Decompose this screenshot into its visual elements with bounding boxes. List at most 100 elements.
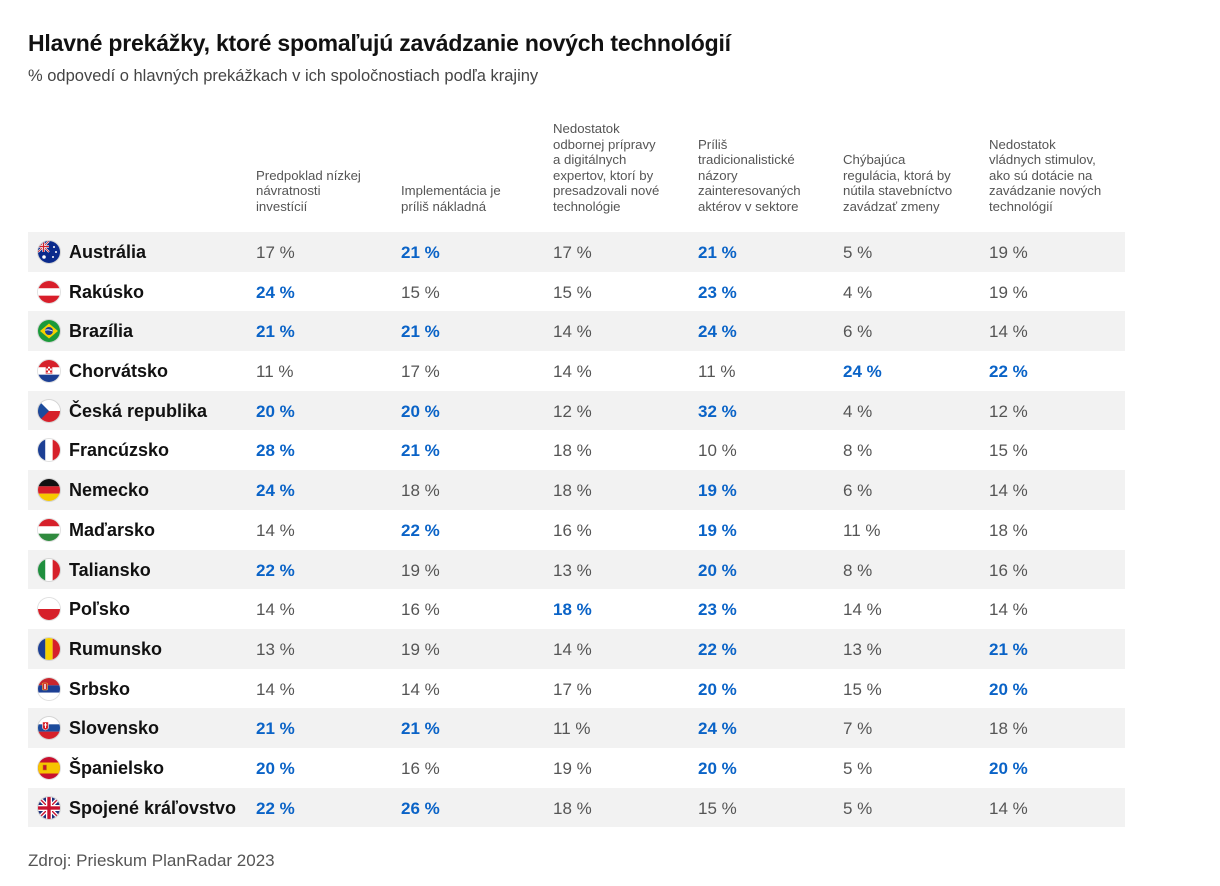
value-cell: 21 % (256, 719, 295, 739)
value-cell: 11 % (843, 520, 881, 540)
country-name: Taliansko (69, 559, 151, 580)
value-cell: 24 % (698, 322, 737, 342)
value-cell: 15 % (698, 798, 737, 818)
value-cell: 17 % (553, 679, 592, 699)
table-row: Chorvátsko 11 % 17 % 14 % 11 % 24 % 22 % (28, 351, 1125, 391)
table-row: Brazília 21 % 21 % 14 % 24 % 6 % 14 % (28, 311, 1125, 352)
value-cell: 14 % (843, 600, 882, 620)
value-cell: 6 % (843, 322, 873, 342)
value-cell: 22 % (989, 362, 1028, 382)
value-cell: 16 % (401, 600, 440, 620)
value-cell: 12 % (989, 401, 1028, 421)
value-cell: 20 % (256, 401, 295, 421)
value-cell: 16 % (553, 520, 592, 540)
column-header-line: nútila stavebníctvo (843, 183, 953, 198)
country-name: Srbsko (69, 678, 131, 699)
column-header-line: Nedostatok (553, 121, 620, 136)
column-header-2: Implementácia je príliš nákladná (401, 183, 501, 214)
value-cell: 24 % (698, 719, 737, 739)
column-header-line: návratnosti (256, 183, 321, 198)
value-cell: 19 % (401, 560, 440, 580)
country-name: Francúzsko (69, 440, 170, 461)
data-table: Austrália 17 % 21 % 17 % 21 % 5 % 19 % Rakúsko 2… (28, 232, 1125, 828)
country-name: Slovensko (69, 718, 160, 739)
column-header-line: Nedostatok (989, 136, 1056, 152)
value-cell: 16 % (989, 560, 1028, 580)
value-cell: 12 % (553, 401, 592, 421)
column-header-line: tradicionalistické (698, 152, 795, 167)
country-name: Rumunsko (69, 638, 163, 659)
value-cell: 5 % (843, 798, 873, 818)
value-cell: 15 % (401, 282, 440, 302)
value-cell: 17 % (401, 362, 440, 382)
value-cell: 20 % (989, 758, 1028, 778)
value-cell: 20 % (401, 401, 440, 421)
value-cell: 23 % (698, 282, 737, 302)
table-row: Srbsko 14 % 14 % 17 % 20 % 15 % 20 % (28, 669, 1125, 709)
value-cell: 14 % (553, 639, 592, 659)
column-header-6: Nedostatok vládnych stimulov, ako sú dotác… (989, 137, 1101, 215)
value-cell: 10 % (698, 441, 737, 461)
country-name: Austrália (69, 242, 147, 262)
value-cell: 22 % (256, 798, 295, 818)
romania-flag-icon (38, 637, 60, 660)
value-cell: 24 % (256, 282, 295, 302)
column-header-line: zavádzanie nových (989, 183, 1102, 198)
column-header-4: Príliš tradicionalistické názory zaintereso… (698, 137, 801, 215)
column-headers: Predpoklad nízkej návratnosti investícií Im… (0, 121, 1220, 228)
column-header-line: ako sú dotácie na (989, 167, 1093, 183)
value-cell: 14 % (989, 322, 1028, 342)
value-cell: 20 % (256, 758, 295, 778)
value-cell: 14 % (256, 600, 295, 620)
value-cell: 18 % (401, 481, 440, 501)
table-row: Rakúsko 24 % 15 % 15 % 23 % 4 % 19 % (28, 272, 1125, 312)
table-row: Maďarsko 14 % 22 % 16 % 19 % 11 % 18 % (28, 510, 1125, 550)
chart-subtitle: % odpovedí o hlavných prekážkach v ich s… (28, 67, 539, 85)
column-header-line: zavádzať zmeny (843, 198, 940, 214)
column-header-line: aktérov v sektore (698, 198, 799, 214)
column-header-line: a digitálnych (553, 152, 627, 167)
column-header-line: odbornej prípravy (553, 136, 656, 152)
value-cell: 17 % (553, 243, 592, 262)
country-name: Česká republika (69, 400, 208, 421)
value-cell: 26 % (401, 798, 440, 818)
value-cell: 5 % (843, 758, 873, 778)
value-cell: 21 % (256, 322, 295, 342)
value-cell: 19 % (401, 639, 440, 659)
value-cell: 14 % (553, 362, 592, 382)
value-cell: 20 % (698, 679, 737, 699)
value-cell: 7 % (843, 719, 873, 739)
column-header-line: investícií (256, 198, 308, 214)
column-header-line: vládnych stimulov, (989, 152, 1096, 167)
value-cell: 18 % (989, 520, 1028, 540)
value-cell: 20 % (698, 560, 737, 580)
column-header-line: expertov, ktorí by (553, 167, 654, 183)
column-header-5: Chýbajúca regulácia, ktorá by nútila stave… (843, 152, 952, 214)
table-row: Španielsko 20 % 16 % 19 % 20 % 5 % 20 % (28, 748, 1125, 788)
value-cell: 21 % (698, 243, 737, 262)
country-name: Poľsko (69, 599, 130, 620)
spain-flag-icon (38, 756, 60, 779)
value-cell: 15 % (989, 441, 1028, 461)
value-cell: 11 % (256, 362, 294, 382)
value-cell: 21 % (401, 322, 440, 342)
column-header-line: Chýbajúca (843, 152, 906, 167)
chart-title: Hlavné prekážky, ktoré spomaľujú zavádza… (28, 30, 731, 56)
slovakia-flag-icon (38, 717, 60, 740)
value-cell: 20 % (698, 758, 737, 778)
country-name: Španielsko (69, 757, 165, 778)
value-cell: 13 % (553, 560, 592, 580)
column-header-3: Nedostatok odbornej prípravy a digitálnych… (553, 121, 659, 214)
value-cell: 21 % (989, 639, 1028, 659)
value-cell: 14 % (989, 481, 1028, 501)
column-header-line: Implementácia je (401, 183, 501, 198)
australia-flag-icon (38, 241, 60, 263)
value-cell: 21 % (401, 243, 440, 262)
value-cell: 13 % (843, 639, 882, 659)
value-cell: 5 % (843, 243, 873, 262)
value-cell: 20 % (989, 679, 1028, 699)
table-row: Poľsko 14 % 16 % 18 % 23 % 14 % 14 % (28, 589, 1125, 629)
value-cell: 14 % (553, 322, 592, 342)
value-cell: 13 % (256, 639, 295, 659)
country-name: Chorvátsko (69, 361, 169, 382)
